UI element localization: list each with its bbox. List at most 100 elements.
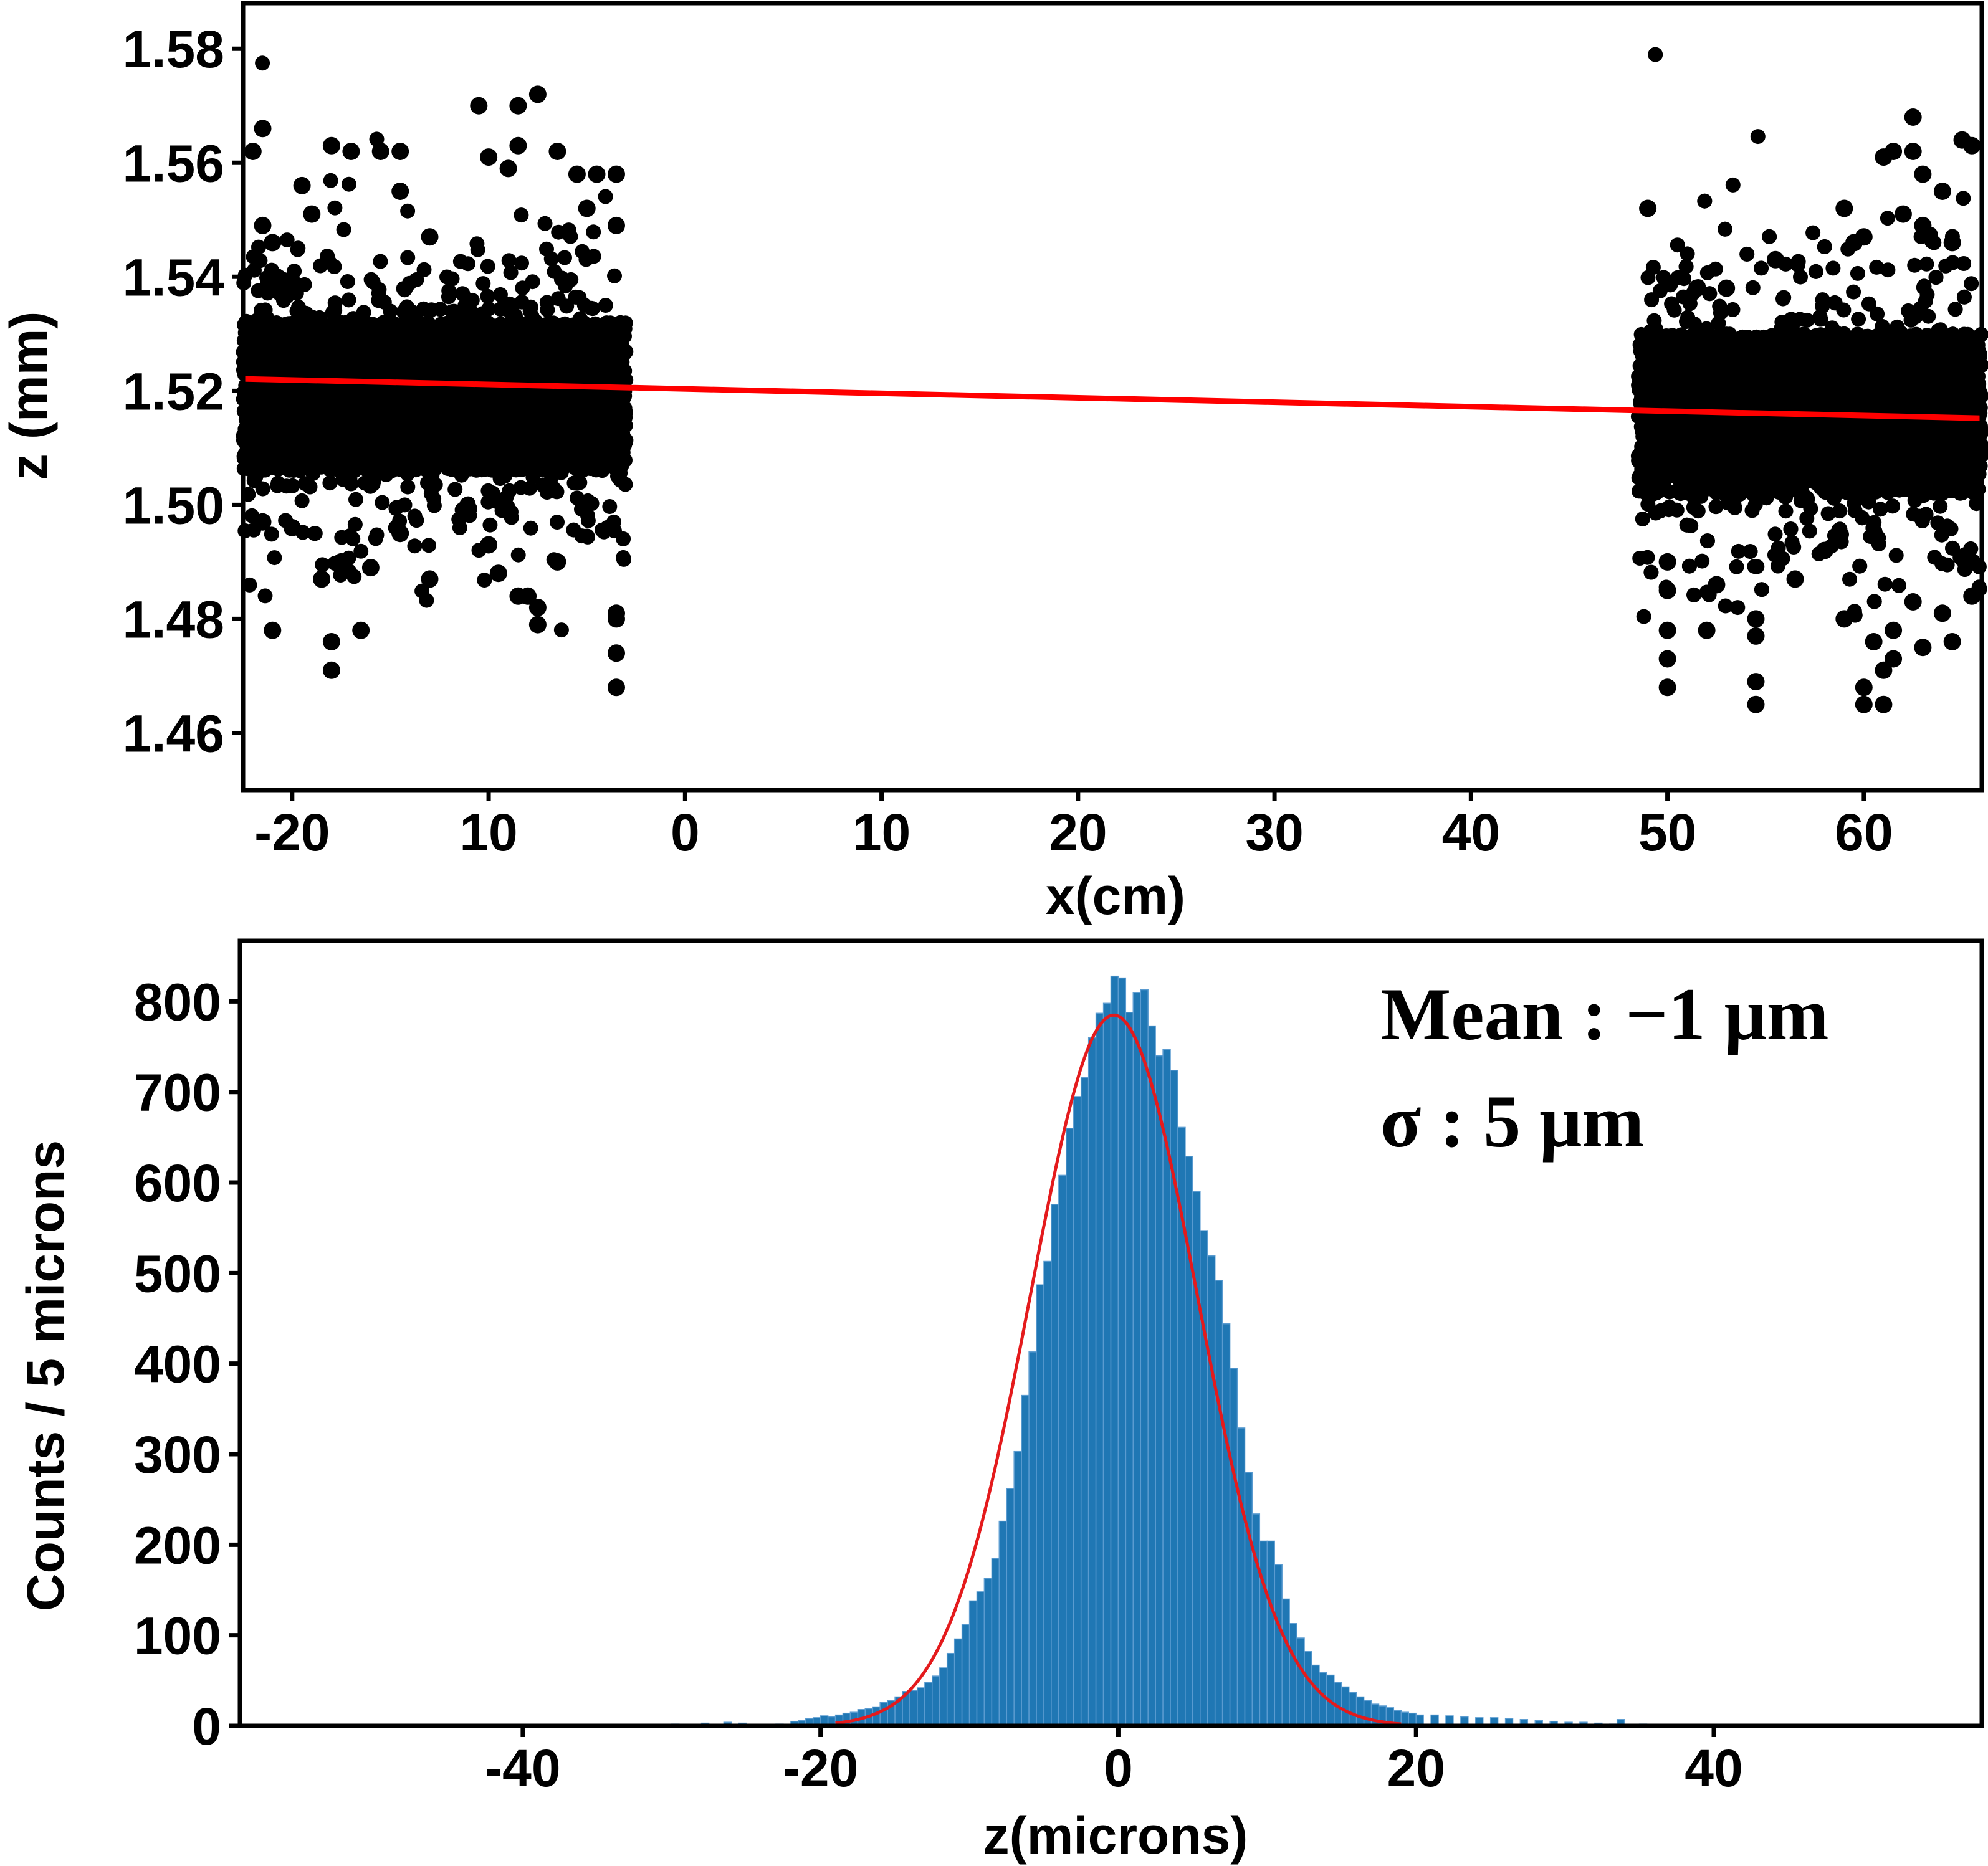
scatter-point <box>325 305 340 320</box>
scatter-point <box>397 282 413 298</box>
scatter-point <box>426 498 442 513</box>
scatter-point <box>383 303 398 319</box>
scatter-point <box>356 305 371 320</box>
scatter-point <box>424 468 440 483</box>
scatter-point <box>480 288 495 304</box>
scatter-point <box>580 529 595 545</box>
scatter-point <box>501 253 517 269</box>
scatter-point <box>306 385 322 401</box>
scatter-point <box>257 359 272 374</box>
scatter-point <box>589 321 605 336</box>
scatter-point <box>590 407 606 423</box>
scatter-panel: -20 10 0 10 20 30 40 50 60 1.461.481.501.521.541… <box>0 1 1988 925</box>
scatter-point <box>405 432 421 447</box>
scatter-point <box>272 341 288 357</box>
scatter-point <box>550 515 565 530</box>
scatter-point <box>294 493 310 508</box>
scatter-point <box>535 452 551 467</box>
scatter-point <box>406 391 421 407</box>
scatter-point <box>334 530 350 545</box>
scatter-point <box>423 328 438 344</box>
scatter-point <box>396 304 411 320</box>
scatter-point <box>488 340 504 356</box>
scatter-point <box>444 271 460 287</box>
scatter-point <box>543 251 559 267</box>
scatter-point <box>515 421 530 437</box>
scatter-point <box>452 254 468 269</box>
scatter-point <box>615 330 631 346</box>
scatter-point <box>421 432 437 447</box>
scatter-point <box>385 331 399 346</box>
scatter-point <box>363 272 379 287</box>
scatter-point <box>497 450 512 466</box>
scatter-point <box>549 484 565 500</box>
scatter-point <box>264 526 279 542</box>
scatter-point <box>408 459 423 475</box>
scatter-point <box>448 330 464 345</box>
scatter-point <box>348 339 364 355</box>
scatter-point <box>289 329 304 344</box>
scatter-point <box>347 428 362 444</box>
scatter-point <box>421 342 437 358</box>
scatter-point <box>400 203 416 219</box>
scatter-point <box>356 447 371 462</box>
scatter-point <box>558 278 573 294</box>
scatter-point <box>297 277 312 292</box>
scatter-point <box>346 320 361 335</box>
scatter-point <box>414 583 430 599</box>
scatter-point <box>257 588 273 604</box>
scatter-point <box>262 422 277 437</box>
scatter-point <box>302 479 318 495</box>
scatter-point <box>598 189 613 204</box>
scatter-point <box>532 338 548 353</box>
scatter-point <box>480 259 495 274</box>
scatter-point <box>368 531 383 546</box>
scatter-point <box>550 291 566 307</box>
scatter-point <box>604 320 619 336</box>
scatter-point <box>369 327 385 343</box>
scatter-point <box>307 462 322 478</box>
scatter-point <box>475 427 491 442</box>
scatter-point <box>453 345 469 361</box>
scatter-point <box>409 320 425 336</box>
scatter-point <box>339 402 355 418</box>
scatter-point <box>441 283 457 298</box>
scatter-point <box>279 414 294 429</box>
scatter-point <box>270 317 286 332</box>
scatter-point <box>616 550 631 565</box>
scatter-point <box>548 402 563 418</box>
scatter-point <box>362 462 378 478</box>
scatter-point <box>586 224 601 240</box>
scatter-point <box>267 550 282 566</box>
scatter-point <box>514 294 530 310</box>
scatter-point <box>371 282 387 297</box>
scatter-point <box>342 455 357 471</box>
scatter-point <box>557 250 572 265</box>
scatter-point <box>416 262 432 277</box>
scatter-point <box>439 393 454 409</box>
scatter-point <box>537 216 553 231</box>
scatter-point <box>301 355 317 371</box>
scatter-point <box>340 274 355 289</box>
scatter-point <box>512 350 527 365</box>
scatter-point <box>460 361 475 377</box>
scatter-point <box>613 437 628 452</box>
scatter-point <box>255 481 270 497</box>
scatter-point <box>499 490 514 505</box>
scatter-point <box>596 428 612 444</box>
scatter-point <box>462 452 478 467</box>
scatter-point <box>322 475 338 491</box>
scatter-point <box>331 441 346 457</box>
scatter-point <box>400 250 416 265</box>
scatter-point <box>385 422 401 437</box>
scatter-points <box>236 47 1988 713</box>
scatter-point <box>522 480 537 496</box>
scatter-point <box>270 478 285 493</box>
scatter-point <box>481 301 497 317</box>
scatter-point <box>549 449 564 465</box>
scatter-point <box>288 461 303 477</box>
scatter-point <box>287 264 302 279</box>
scatter-point <box>257 323 272 339</box>
scatter-point <box>595 522 609 538</box>
